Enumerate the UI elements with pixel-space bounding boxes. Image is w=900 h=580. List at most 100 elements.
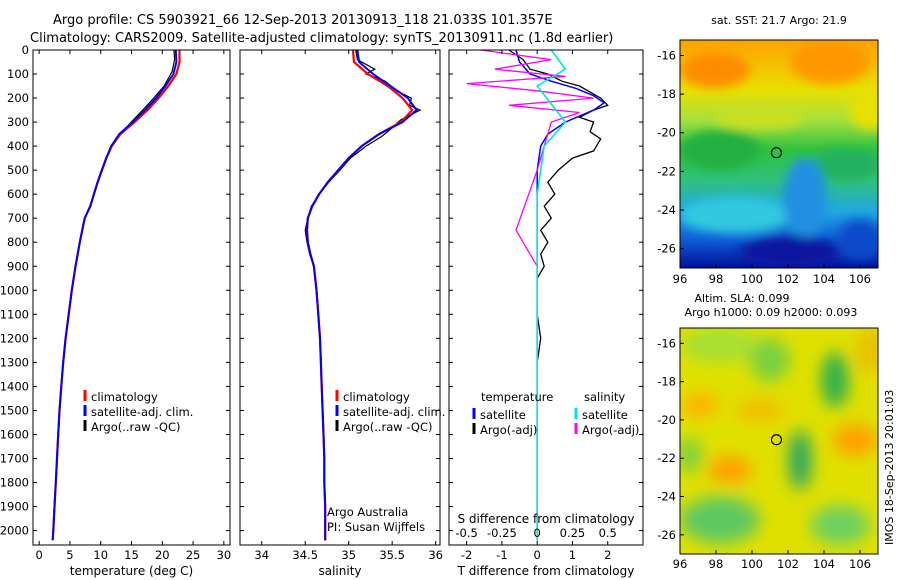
series-salinity-satellite <box>536 49 567 541</box>
s-tick-label: -0.5 <box>455 526 477 540</box>
map-x-tick-label: 102 <box>777 557 799 571</box>
x-tick-label: 30 <box>217 548 232 562</box>
legend-label: satellite-adj. clim. <box>343 405 445 419</box>
panel-1: 0100200300400500600700800900100011001200… <box>0 43 231 578</box>
map-x-tick-label: 106 <box>849 272 871 286</box>
series-climatology <box>305 49 414 541</box>
depth-tick-label: 800 <box>7 235 29 249</box>
panel-frame <box>448 49 644 546</box>
sla-texture <box>680 328 878 545</box>
x-tick-label: -2 <box>461 548 472 562</box>
legend-label: satellite <box>582 408 628 422</box>
depth-tick-label: 1100 <box>0 307 29 321</box>
map-x-tick-label: 104 <box>813 272 835 286</box>
side-label: IMOS 18-Sep-2013 20:01:03 <box>883 390 896 545</box>
map-y-tick-label: -26 <box>657 528 676 542</box>
x-tick-label: 0 <box>35 548 42 562</box>
map-x-tick-label: 102 <box>777 272 799 286</box>
map-y-tick-label: -18 <box>657 375 676 389</box>
map-y-tick-label: -20 <box>657 126 676 140</box>
map-x-tick-label: 100 <box>741 557 763 571</box>
depth-tick-label: 700 <box>7 211 29 225</box>
series-satellite-adj-clim- <box>51 49 178 541</box>
s-tick-label: -0.25 <box>487 526 517 540</box>
sst-ticks: 96 98 100 102 104 106 -16 -18 -20 -22 -24 -26 <box>657 48 871 286</box>
depth-tick-label: 400 <box>7 139 29 153</box>
legend-title: salinity <box>584 390 625 404</box>
map-x-tick-label: 96 <box>673 557 688 571</box>
series-temperature-satellite <box>515 49 606 541</box>
panel-frame <box>239 49 441 546</box>
x-tick-label: 5 <box>66 548 73 562</box>
annotation-line: PI: Susan Wijffels <box>327 520 425 534</box>
depth-tick-label: 1600 <box>0 427 29 441</box>
legend-label: Argo(..raw -QC) <box>343 420 433 434</box>
depth-tick-label: 600 <box>7 187 29 201</box>
panel-3: -2 -1 0 1 2 T difference from climatology -0.5… <box>448 49 644 578</box>
s-axis-label: S difference from climatology <box>458 512 635 526</box>
map-y-tick-label: -20 <box>657 413 676 427</box>
map-x-tick-label: 96 <box>673 272 688 286</box>
sla-frame <box>679 327 879 555</box>
sla-map: Altim. SLA: 0.099 Argo h1000: 0.09 h2000… <box>657 292 879 571</box>
sla-title: Altim. SLA: 0.099 <box>694 292 789 305</box>
sla-subtitle: Argo h1000: 0.09 h2000: 0.093 <box>685 306 858 319</box>
sla-ticks: 96 98 100 102 104 106 -16 -18 -20 -22 -24 -26 <box>657 336 871 571</box>
s-tick-label: 0.5 <box>599 526 617 540</box>
map-y-tick-label: -16 <box>657 336 676 350</box>
s-tick-label: 0.25 <box>560 526 586 540</box>
depth-tick-label: 200 <box>7 91 29 105</box>
x-tick-label: 20 <box>155 548 170 562</box>
sst-frame <box>679 39 879 269</box>
depth-tick-label: 2000 <box>0 524 29 538</box>
map-x-tick-label: 98 <box>709 272 724 286</box>
sst-map: sat. SST: 21.7 Argo: 21.9 96 98 100 102 104 1… <box>657 14 879 286</box>
legend-label: climatology <box>343 390 410 404</box>
depth-tick-label: 900 <box>7 259 29 273</box>
depth-tick-label: 1400 <box>0 379 29 393</box>
depth-tick-label: 0 <box>22 43 29 57</box>
map-y-tick-label: -22 <box>657 451 676 465</box>
map-x-tick-label: 106 <box>849 557 871 571</box>
x-tick-label: 2 <box>604 548 611 562</box>
series-satellite-adj-clim- <box>305 49 418 541</box>
depth-tick-label: 1300 <box>0 355 29 369</box>
legend-label: satellite-adj. clim. <box>91 405 193 419</box>
map-y-tick-label: -22 <box>657 164 676 178</box>
map-x-tick-label: 98 <box>709 557 724 571</box>
series-temperature-argo-adj- <box>508 49 609 541</box>
legend-label: Argo(..raw -QC) <box>91 420 181 434</box>
map-x-tick-label: 104 <box>813 557 835 571</box>
x-tick-label: -1 <box>496 548 507 562</box>
depth-tick-label: 1500 <box>0 403 29 417</box>
legend-label: climatology <box>91 390 158 404</box>
annotation-line: Argo Australia <box>327 505 408 519</box>
x-tick-label: 34.5 <box>292 548 318 562</box>
x-tick-label: 34 <box>254 548 269 562</box>
header-line-2: Climatology: CARS2009. Satellite-adjuste… <box>30 31 613 46</box>
depth-tick-label: 1800 <box>0 476 29 490</box>
header-line-1: Argo profile: CS 5903921_66 12-Sep-2013 … <box>53 13 553 28</box>
x-tick-label: 25 <box>186 548 201 562</box>
x-tick-label: 1 <box>569 548 576 562</box>
x-tick-label: 0 <box>534 548 541 562</box>
depth-tick-label: 1000 <box>0 283 29 297</box>
depth-tick-label: 300 <box>7 115 29 129</box>
legend-title: temperature <box>481 390 553 404</box>
sla-argo-marker <box>770 434 783 446</box>
x-tick-label: 10 <box>93 548 108 562</box>
x-tick-label: 35 <box>341 548 356 562</box>
series-salinity-argo-adj- <box>466 49 594 541</box>
x-axis-label: temperature (deg C) <box>70 564 193 578</box>
legend-label: Argo(-adj) <box>582 423 639 437</box>
depth-tick-label: 1200 <box>0 331 29 345</box>
sst-argo-marker <box>770 147 783 159</box>
depth-tick-label: 1700 <box>0 451 29 465</box>
map-y-tick-label: -24 <box>657 490 676 504</box>
map-y-tick-label: -16 <box>657 48 676 62</box>
depth-tick-label: 100 <box>7 67 29 81</box>
sst-texture <box>680 40 878 268</box>
panel-2: 34 34.5 35 35.5 36 salinity climatologysatelli… <box>239 49 445 578</box>
depth-tick-label: 500 <box>7 163 29 177</box>
